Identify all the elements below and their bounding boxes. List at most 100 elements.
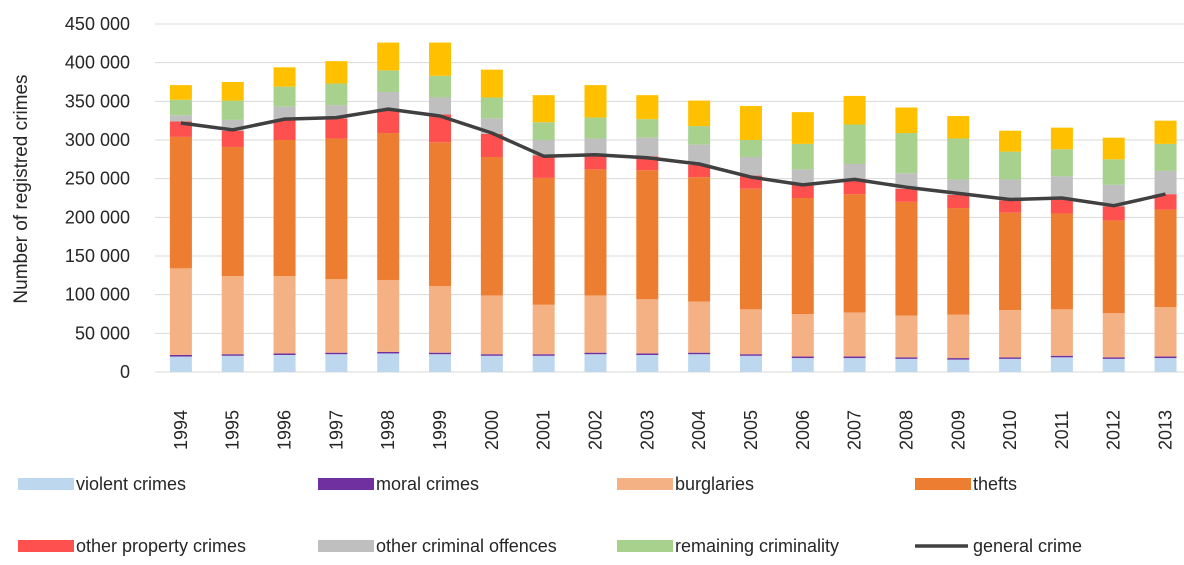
- legend-label: remaining criminality: [675, 536, 839, 556]
- bar-segment-remaining-criminality: [947, 138, 970, 180]
- bar-segment-other-criminal-offences: [169, 115, 192, 122]
- bar-segment-violent-crimes: [999, 358, 1022, 372]
- bar-segment-thefts: [480, 157, 503, 296]
- legend: violent crimes moral crimes burglaries thef…: [18, 474, 1082, 556]
- legend-item-moral-crimes: moral crimes: [318, 474, 479, 494]
- bar-segment-moral-crimes: [895, 357, 918, 359]
- bar-stack-2008: [895, 107, 918, 372]
- bar-segment-moral-crimes: [325, 352, 348, 355]
- legend-swatch: [318, 540, 374, 552]
- bar-segment-other-criminal-offences: [1154, 170, 1177, 195]
- y-tick-label: 100 000: [65, 285, 130, 305]
- bar-segment-other-criminal-offences: [273, 106, 296, 120]
- legend-label: general crime: [973, 536, 1082, 556]
- bar-segment-other-criminal-offences: [377, 92, 400, 111]
- bar-segment-series-8: [273, 67, 296, 87]
- bar-segment-remaining-criminality: [1154, 143, 1177, 171]
- bar-segment-remaining-criminality: [688, 126, 711, 145]
- bar-segment-burglaries: [480, 295, 503, 355]
- bar-stack-2013: [1154, 120, 1177, 372]
- bar-segment-remaining-criminality: [999, 151, 1022, 180]
- y-tick-label: 200 000: [65, 207, 130, 227]
- bar-segment-other-property-crimes: [584, 155, 607, 170]
- bar-segment-other-property-crimes: [1154, 194, 1177, 210]
- bar-segment-burglaries: [1154, 307, 1177, 357]
- bar-segment-moral-crimes: [636, 353, 659, 355]
- x-tick-label: 1998: [378, 410, 398, 450]
- bar-segment-moral-crimes: [688, 352, 711, 355]
- bar-segment-remaining-criminality: [739, 140, 762, 158]
- bar-segment-series-8: [429, 42, 452, 76]
- x-tick-label: 2006: [793, 410, 813, 450]
- x-tick-label: 2002: [585, 410, 605, 450]
- legend-label: burglaries: [675, 474, 754, 494]
- bar-segment-remaining-criminality: [843, 124, 866, 164]
- bar-segment-thefts: [1154, 209, 1177, 308]
- legend-swatch: [318, 478, 374, 490]
- bar-segment-series-8: [947, 116, 970, 139]
- bar-segment-other-property-crimes: [532, 155, 555, 178]
- bar-segment-thefts: [221, 146, 244, 277]
- bar-segment-other-property-crimes: [843, 180, 866, 195]
- bar-segment-thefts: [999, 212, 1022, 311]
- x-tick-label: 2012: [1104, 410, 1124, 450]
- bar-segment-other-property-crimes: [221, 130, 244, 147]
- bar-segment-moral-crimes: [377, 351, 400, 354]
- general-crime-line-path: [180, 107, 1166, 208]
- bar-segment-other-property-crimes: [325, 118, 348, 139]
- bar-segment-series-8: [636, 95, 659, 120]
- bar-segment-other-property-crimes: [791, 184, 814, 198]
- bar-segment-moral-crimes: [584, 352, 607, 355]
- x-tick-label: 2007: [845, 410, 865, 450]
- legend-item-thefts: thefts: [915, 474, 1017, 494]
- bar-segment-other-criminal-offences: [584, 138, 607, 156]
- bar-stack-2012: [1102, 137, 1125, 372]
- bar-segment-series-8: [377, 42, 400, 71]
- bar-segment-series-8: [1050, 127, 1073, 150]
- y-tick-label: 350 000: [65, 91, 130, 111]
- y-axis-title: Number of registred crimes: [11, 74, 32, 303]
- bar-segment-violent-crimes: [688, 354, 711, 372]
- bar-segment-violent-crimes: [377, 353, 400, 372]
- legend-label: moral crimes: [376, 474, 479, 494]
- bar-segment-moral-crimes: [532, 354, 555, 356]
- bar-segment-thefts: [791, 198, 814, 314]
- bar-stack-1997: [325, 61, 348, 372]
- bar-stack-1994: [169, 85, 192, 372]
- bars: [169, 42, 1177, 372]
- x-tick-label: 2005: [741, 410, 761, 450]
- bar-segment-series-8: [739, 105, 762, 140]
- bar-segment-thefts: [169, 136, 192, 269]
- bar-segment-burglaries: [325, 279, 348, 353]
- bar-segment-other-criminal-offences: [739, 157, 762, 176]
- legend-item-other-property-crimes: other property crimes: [18, 536, 246, 556]
- bar-segment-moral-crimes: [221, 354, 244, 356]
- x-tick-label: 2008: [896, 410, 916, 450]
- x-tick-label: 2000: [482, 410, 502, 450]
- bar-segment-burglaries: [377, 279, 400, 352]
- bar-segment-other-property-crimes: [895, 188, 918, 202]
- x-tick-label: 2003: [637, 410, 657, 450]
- bar-stack-1998: [377, 42, 400, 372]
- legend-item-other-criminal-offences: other criminal offences: [318, 536, 557, 556]
- bar-stack-2002: [584, 85, 607, 372]
- bar-segment-burglaries: [947, 314, 970, 359]
- legend-label: violent crimes: [76, 474, 186, 494]
- bar-segment-violent-crimes: [947, 359, 970, 372]
- legend-swatch: [617, 478, 673, 490]
- bar-segment-series-8: [325, 61, 348, 84]
- bar-stack-2001: [532, 95, 555, 372]
- bar-segment-thefts: [895, 201, 918, 316]
- bar-stack-1995: [221, 82, 244, 372]
- bar-segment-other-criminal-offences: [636, 137, 659, 157]
- bar-stack-2000: [480, 69, 503, 372]
- bar-segment-burglaries: [999, 310, 1022, 358]
- bar-segment-burglaries: [688, 301, 711, 353]
- bar-segment-thefts: [377, 133, 400, 280]
- bar-segment-thefts: [1102, 220, 1125, 314]
- bar-stack-1996: [273, 67, 296, 372]
- bar-segment-other-property-crimes: [377, 110, 400, 134]
- bar-segment-other-property-crimes: [947, 194, 970, 209]
- bar-segment-series-8: [791, 112, 814, 144]
